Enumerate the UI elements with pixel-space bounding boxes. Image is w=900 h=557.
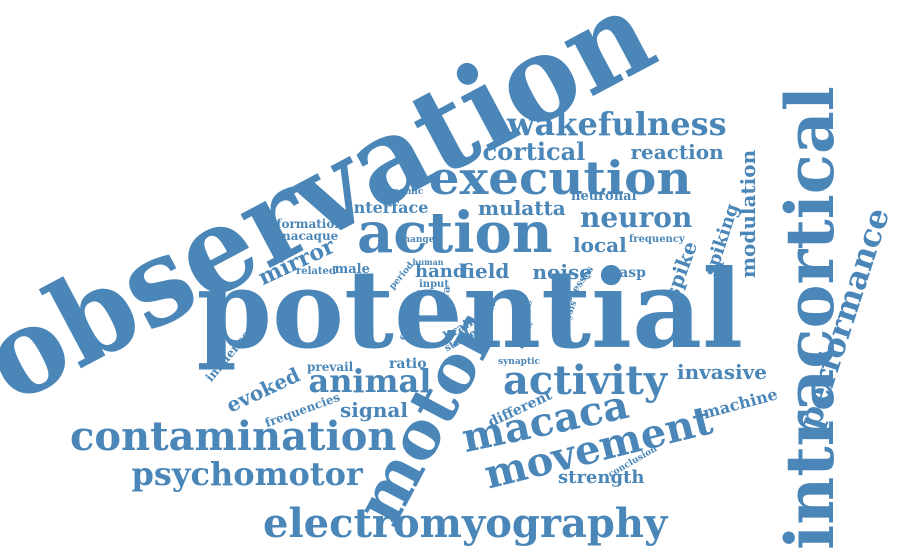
cloud-word-wakefulness: wakefulness [507, 105, 727, 143]
cloud-word-strength: strength [558, 467, 645, 488]
cloud-word-reaction: reaction [630, 140, 724, 164]
cloud-word-interface: interface [347, 198, 429, 217]
cloud-word-hand: hand [415, 261, 466, 282]
cloud-word-noise: noise [532, 260, 592, 284]
cloud-word-cortical: cortical [482, 137, 586, 166]
cloud-word-invasive: invasive [677, 360, 767, 384]
cloud-word-information: information [263, 217, 344, 231]
cloud-word-input: input [419, 279, 449, 290]
cloud-word-neuron: neuron [580, 201, 693, 234]
cloud-word-local: local [573, 233, 627, 257]
cloud-word-field: field [460, 259, 510, 283]
cloud-word-grasp: grasp [602, 265, 646, 281]
cloud-word-psychomotor: psychomotor [131, 455, 363, 493]
cloud-word-contamination: contamination [70, 413, 397, 460]
cloud-word-male: male [334, 261, 370, 277]
cloud-word-mulatta: mulatta [478, 196, 566, 220]
cloud-word-macaque: macaque [278, 229, 339, 243]
cloud-word-human: human [412, 257, 444, 267]
cloud-word-synaptic: synaptic [498, 356, 541, 367]
cloud-word-machine: machine [700, 384, 780, 423]
cloud-word-dynamic: dynamic [381, 186, 424, 197]
cloud-word-animal: animal [308, 362, 432, 400]
cloud-word-prevail: prevail [307, 360, 354, 374]
cloud-word-area: area [476, 298, 496, 308]
cloud-word-electromyography: electromyography [263, 500, 668, 547]
cloud-word-action: action [357, 200, 553, 266]
cloud-word-neuronal: neuronal [571, 188, 637, 204]
cloud-word-activity: activity [503, 357, 668, 404]
cloud-word-related: related [296, 266, 336, 277]
cloud-word-ratio: ratio [389, 356, 427, 372]
cloud-word-signal: signal [340, 398, 408, 422]
cloud-word-frequency: frequency [629, 234, 685, 245]
cloud-word-execution: execution [428, 151, 692, 205]
cloud-word-potential: potential [196, 247, 744, 373]
cloud-word-change: change [398, 234, 435, 245]
